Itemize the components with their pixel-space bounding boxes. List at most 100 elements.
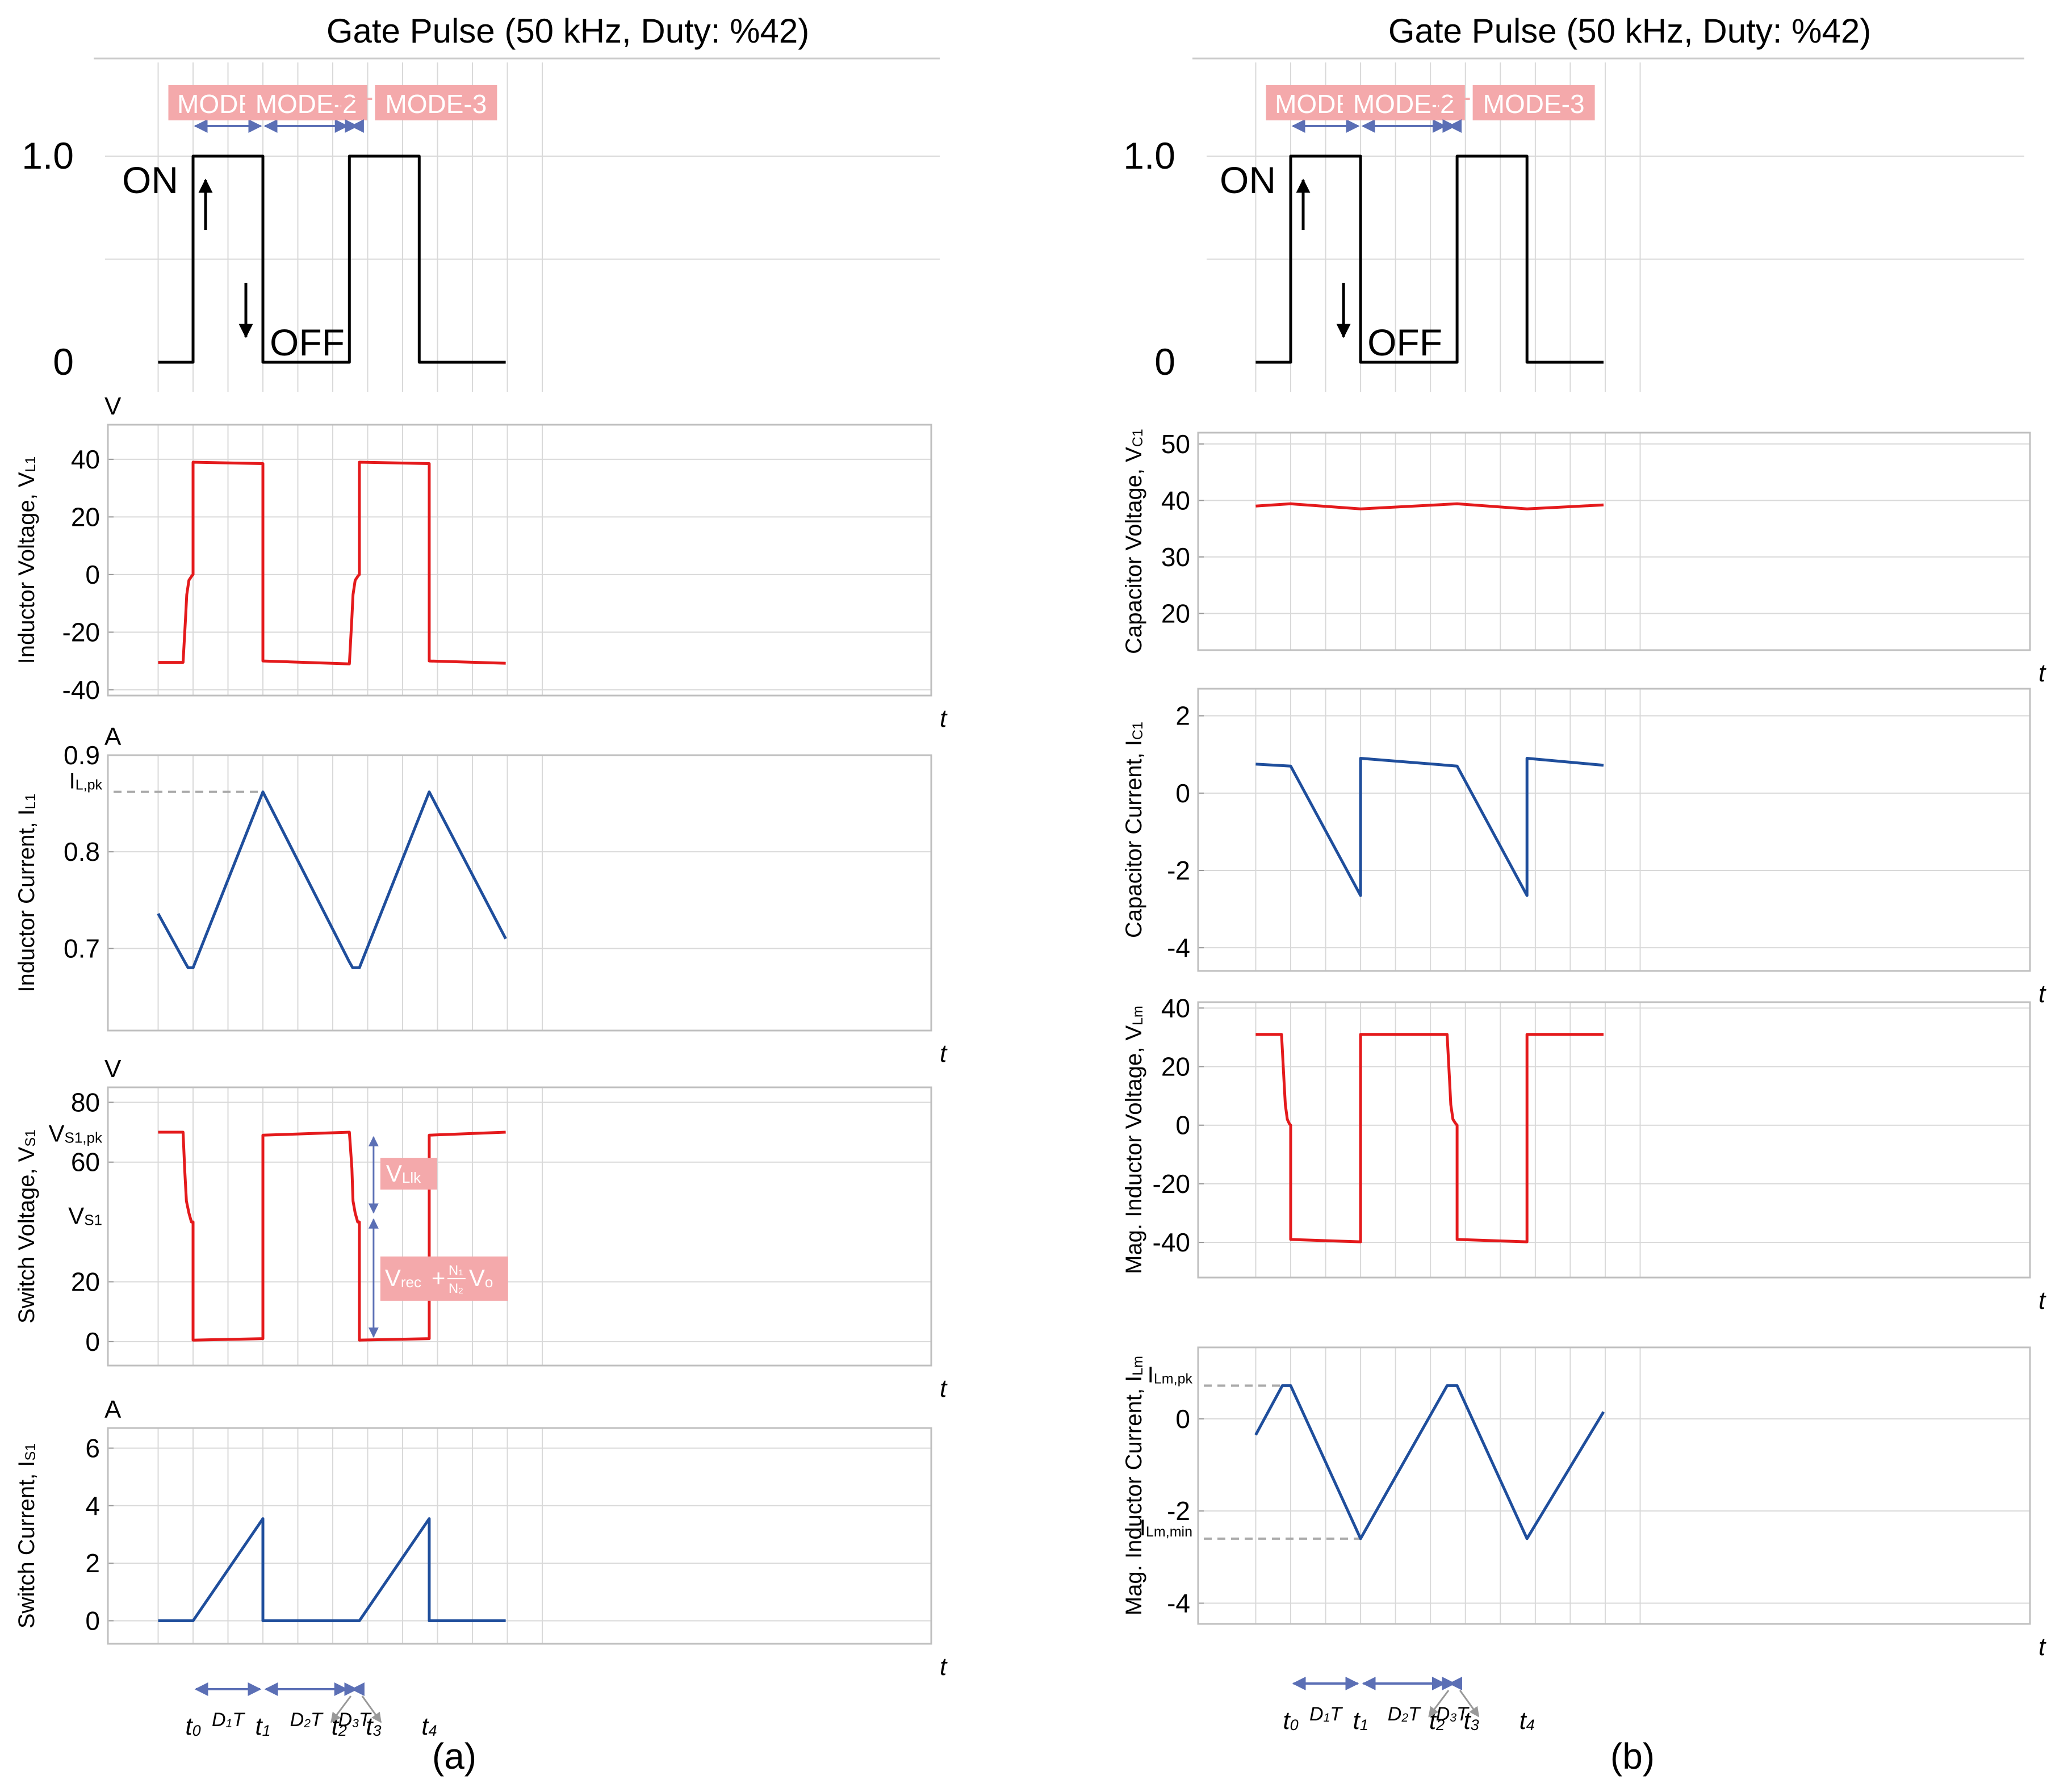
y-tick-label: 0.7 xyxy=(64,933,100,963)
y-tick-label: 20 xyxy=(71,1267,100,1296)
y-tick-label: 0 xyxy=(1175,1111,1190,1140)
mode-label: MODE-2 xyxy=(256,89,357,119)
y-tick-label: 1.0 xyxy=(1123,135,1175,177)
x-axis-label: t xyxy=(940,1040,948,1067)
panel-a-caption: (a) xyxy=(432,1736,476,1777)
rec-label: Vrec xyxy=(385,1264,421,1291)
y-axis-label: Mag. Inductor Voltage, VLm xyxy=(1121,1006,1146,1274)
time-label: t1 xyxy=(1353,1707,1368,1735)
interval-label: D1T xyxy=(212,1709,245,1731)
state-on-label: ON xyxy=(1220,159,1276,201)
y-axis-label: Inductor Voltage, VL1 xyxy=(14,457,39,664)
chart-a-vl1: -40 -20 0 20 40 t V Inductor Voltage, VL1 xyxy=(14,392,948,732)
series-line-IS1 xyxy=(158,1517,506,1622)
time-label: t0 xyxy=(185,1712,200,1740)
y-tick-label: 0 xyxy=(1154,341,1175,383)
series-line-ILm xyxy=(1254,1384,1605,1540)
unit-label: V xyxy=(104,392,122,420)
panel-b-title: Gate Pulse (50 kHz, Duty: %42) xyxy=(1388,12,1871,50)
x-axis-label: t xyxy=(2038,1633,2046,1661)
llk-box xyxy=(380,1158,437,1190)
mode-box xyxy=(1472,85,1595,120)
unit-label: A xyxy=(104,1396,122,1423)
y-axis-label: Mag. Inductor Current, ILm xyxy=(1121,1356,1146,1615)
y-axis-label: Inductor Current, IL1 xyxy=(14,793,39,992)
y-tick-label: -2 xyxy=(1167,856,1190,885)
panel-b-caption: (b) xyxy=(1610,1736,1655,1777)
y-tick-label: 2 xyxy=(85,1548,100,1578)
y-axis-label: Switch Voltage, VS1 xyxy=(14,1129,39,1324)
mode-box xyxy=(1342,85,1465,120)
y-tick-label: -20 xyxy=(1153,1169,1190,1199)
vo-label: Vo xyxy=(469,1264,493,1291)
mode-label: MODE-2 xyxy=(1353,89,1455,119)
y-tick-label: 0.9 xyxy=(64,740,100,770)
y-tick-label: 0 xyxy=(1175,778,1190,808)
y-tick-label: -20 xyxy=(62,617,100,647)
y-tick-label: -40 xyxy=(62,675,100,705)
y-tick-label: 0.8 xyxy=(64,837,100,866)
y-axis-label: Switch Current, IS1 xyxy=(14,1443,39,1628)
y-tick-label: 40 xyxy=(71,445,100,474)
ref-line-label: IL,pk xyxy=(69,769,103,794)
series-line-VC1 xyxy=(1255,502,1604,510)
y-tick-label: 6 xyxy=(85,1433,100,1463)
y-tick-label: 0 xyxy=(85,1327,100,1356)
chart-b-ilm: -4 -2 0 t Mag. Inductor Current, ILm ILm,pk IL… xyxy=(1121,1346,2046,1661)
t3-pointer xyxy=(361,1695,382,1723)
ref-value-label: VS1,pk xyxy=(48,1120,103,1147)
y-tick-label: 40 xyxy=(1161,993,1190,1023)
t2-pointer xyxy=(330,1695,352,1723)
chart-a-vs1: 0 20 60 80 t V Switch Voltage, VS1 VS1,pk VS1 VLl… xyxy=(14,1055,948,1402)
plot-frame xyxy=(107,754,932,1032)
series-line-IC1 xyxy=(1255,757,1604,897)
plot-frame xyxy=(1197,1346,2031,1625)
time-label: t4 xyxy=(421,1712,437,1740)
y-tick-label: 80 xyxy=(71,1087,100,1117)
y-tick-label: 20 xyxy=(71,502,100,531)
y-tick-label: 40 xyxy=(1161,485,1190,515)
plot-frame xyxy=(1197,432,2031,651)
state-on-label: ON xyxy=(122,159,178,201)
interval-label: D1T xyxy=(1309,1703,1343,1725)
y-tick-label: -4 xyxy=(1167,1588,1190,1618)
series-line-VL1 xyxy=(158,460,506,665)
state-off-label: OFF xyxy=(1367,321,1442,363)
time-label: t0 xyxy=(1283,1707,1298,1735)
series-line-gate xyxy=(1255,154,1604,364)
ref-line-label: ILm,min xyxy=(1140,1515,1192,1540)
y-tick-label: 0 xyxy=(85,560,100,589)
x-axis-label: t xyxy=(2038,1287,2046,1314)
n1-label: N1 xyxy=(449,1263,463,1278)
chart-b-vc1: 20 30 40 50 t Capacitor Voltage, VC1 xyxy=(1121,429,2046,687)
y-tick-label: 50 xyxy=(1161,429,1190,459)
x-axis-label: t xyxy=(2038,659,2046,687)
chart-a-is1: 0 2 4 6 t A Switch Current, IS1 xyxy=(14,1396,948,1681)
x-axis-label: t xyxy=(940,1375,948,1402)
y-tick-label: 20 xyxy=(1161,1052,1190,1082)
series-line-gate xyxy=(158,154,506,364)
interval-label: D2T xyxy=(290,1709,324,1731)
plot-frame xyxy=(1197,1001,2031,1279)
t2-pointer xyxy=(1428,1690,1450,1718)
mode-3-pointer xyxy=(1436,98,1470,115)
mode-3-pointer xyxy=(338,98,372,115)
t3-pointer xyxy=(1459,1690,1480,1718)
mode-label: MODE-3 xyxy=(1483,89,1585,119)
time-label: t3 xyxy=(1463,1707,1479,1735)
mode-label: MODE-3 xyxy=(385,89,487,119)
x-axis-label: t xyxy=(940,705,948,732)
plot-frame xyxy=(107,424,932,697)
y-tick-label: 60 xyxy=(71,1148,100,1177)
y-tick-label: -4 xyxy=(1167,933,1190,962)
series-line-VLm xyxy=(1255,1033,1604,1243)
y-tick-label: 0 xyxy=(53,341,74,383)
unit-label: V xyxy=(104,1055,122,1083)
y-tick-label: 20 xyxy=(1161,598,1190,628)
mode-box xyxy=(245,85,367,120)
